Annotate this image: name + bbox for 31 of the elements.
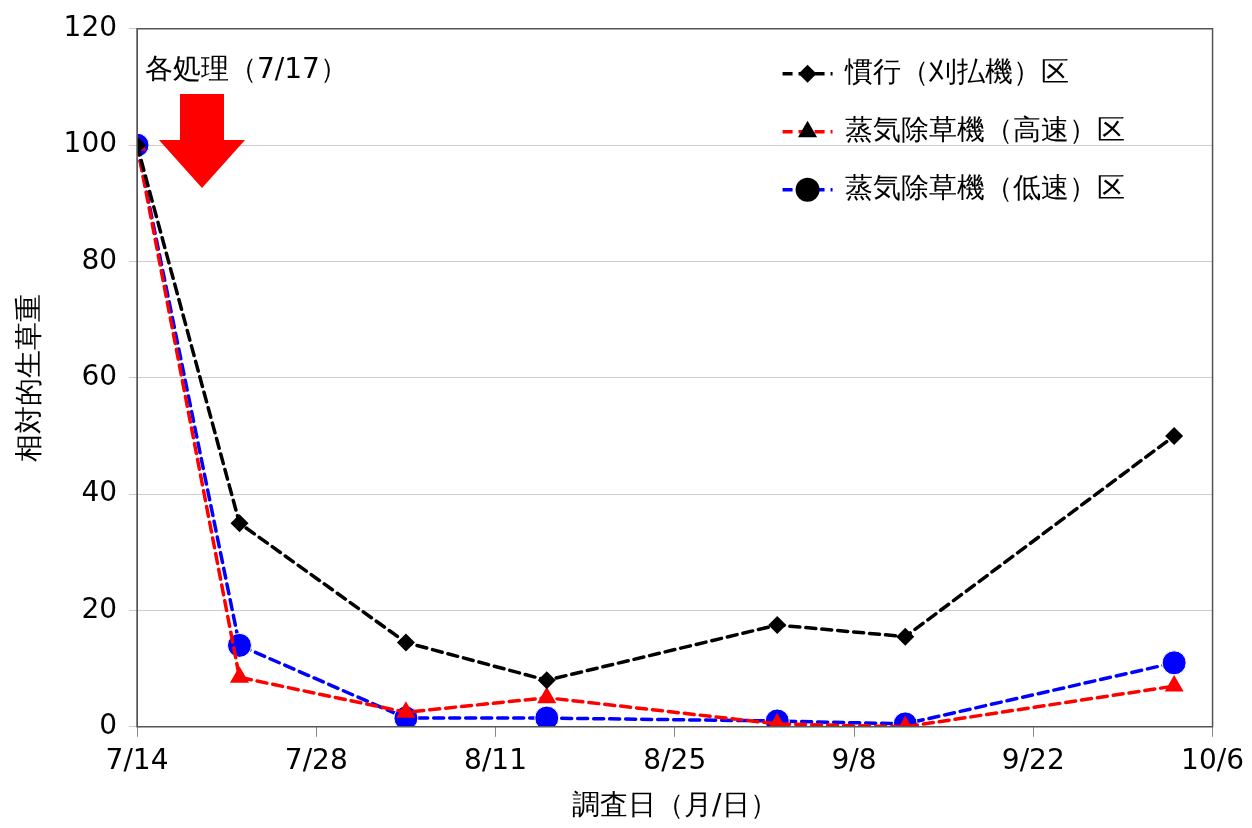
x-tick-label: 8/25 bbox=[643, 742, 707, 776]
y-tick-label: 120 bbox=[63, 10, 118, 44]
x-tick-label: 10/6 bbox=[1181, 742, 1245, 776]
x-axis-title: 調査日（月/日） bbox=[572, 788, 778, 822]
point bbox=[1165, 426, 1184, 445]
point bbox=[396, 701, 416, 718]
legend-label: 蒸気除草機（低速）区 bbox=[844, 171, 1125, 205]
point bbox=[896, 627, 915, 646]
legend-label: 蒸気除草機（高速）区 bbox=[844, 113, 1125, 147]
point bbox=[537, 671, 556, 690]
annotation: 各処理（7/17） bbox=[145, 52, 348, 86]
point bbox=[537, 686, 557, 704]
y-tick-label: 0 bbox=[99, 708, 118, 742]
x-tick-label: 7/28 bbox=[284, 742, 348, 776]
y-tick-label: 100 bbox=[63, 126, 118, 160]
y-axis-title: 相対的生草重 bbox=[12, 293, 46, 462]
point bbox=[1164, 675, 1184, 692]
point bbox=[396, 633, 415, 652]
y-tick-label: 80 bbox=[81, 242, 118, 276]
point bbox=[768, 616, 787, 635]
legend-label: 慣行（刈払機）区 bbox=[843, 55, 1069, 89]
y-tick-label: 20 bbox=[81, 591, 118, 625]
x-tick-label: 9/22 bbox=[1001, 742, 1065, 776]
x-tick-label: 8/11 bbox=[464, 742, 527, 776]
point bbox=[1161, 650, 1187, 676]
y-tick-label: 60 bbox=[81, 359, 118, 393]
y-tick-label: 40 bbox=[81, 475, 118, 509]
point bbox=[229, 666, 249, 683]
point bbox=[230, 514, 249, 533]
x-tick-label: 9/8 bbox=[831, 742, 877, 776]
x-tick-label: 7/14 bbox=[105, 742, 169, 776]
